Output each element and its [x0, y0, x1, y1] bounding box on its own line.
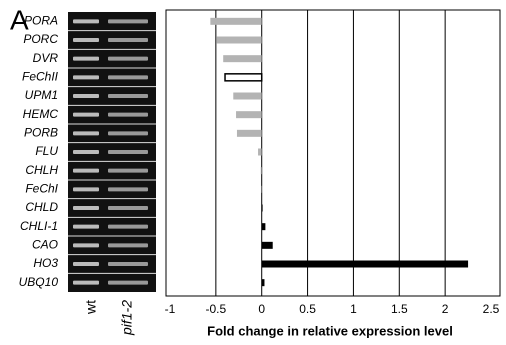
gene-label: DVR: [33, 51, 59, 65]
gel-band: [108, 150, 148, 154]
gene-label: UPM1: [25, 88, 58, 102]
gel-band: [108, 187, 148, 191]
gene-label: HO3: [33, 256, 58, 270]
bar: [262, 205, 263, 212]
gel-band: [108, 281, 148, 285]
bar: [262, 223, 266, 230]
gel-band: [108, 113, 148, 117]
bar: [262, 261, 468, 268]
bar: [237, 130, 262, 137]
gel-band: [73, 75, 99, 79]
gel-band: [73, 113, 99, 117]
bar: [258, 149, 262, 156]
gene-label: FeChI: [25, 182, 58, 196]
gene-label: FeChII: [22, 70, 59, 84]
gel-band: [73, 94, 99, 98]
gel-band: [108, 225, 148, 229]
gel-band: [108, 169, 148, 173]
gene-label: CHLH: [25, 163, 58, 177]
x-tick-label: 0.5: [299, 302, 316, 316]
bar: [210, 18, 261, 25]
gel-band: [108, 243, 148, 247]
gene-label: UBQ10: [19, 275, 59, 289]
gel-band: [73, 131, 99, 135]
bar: [223, 55, 262, 62]
x-tick-label: -0.5: [206, 302, 227, 316]
bar: [262, 242, 273, 249]
gel-band: [73, 169, 99, 173]
lane-label: wt: [83, 300, 99, 315]
gel-band: [108, 131, 148, 135]
bar: [217, 37, 262, 44]
bar: [225, 74, 262, 81]
gel-band: [73, 206, 99, 210]
gene-label: CHLI-1: [20, 219, 58, 233]
gel-band: [108, 75, 148, 79]
gel-band: [108, 38, 148, 42]
gene-label: CAO: [32, 238, 58, 252]
gel-band: [73, 57, 99, 61]
x-tick-label: 0: [258, 302, 265, 316]
gel-band: [108, 19, 148, 23]
gel-band: [73, 225, 99, 229]
gel-band: [108, 206, 148, 210]
x-tick-label: -1: [165, 302, 176, 316]
bar: [261, 167, 262, 174]
gene-label: PORB: [24, 126, 58, 140]
gel-band: [108, 262, 148, 266]
gel-band: [73, 262, 99, 266]
x-tick-label: 2: [442, 302, 449, 316]
bar: [236, 111, 262, 118]
bar: [233, 93, 261, 100]
x-tick-label: 1.5: [391, 302, 408, 316]
gene-label: PORA: [24, 14, 58, 28]
gene-label: PORC: [23, 32, 58, 46]
lane-label: pif1-2: [119, 300, 135, 336]
bar: [262, 186, 263, 193]
gel-band: [108, 94, 148, 98]
x-axis-label: Fold change in relative expression level: [207, 323, 453, 338]
gel-band: [73, 281, 99, 285]
gel-band: [73, 187, 99, 191]
x-tick-label: 2.5: [483, 302, 500, 316]
gene-label: HEMC: [23, 107, 59, 121]
figure: A Fold change in relative expression lev…: [0, 0, 506, 345]
gel-band: [108, 57, 148, 61]
gel-band: [73, 243, 99, 247]
x-tick-label: 1: [350, 302, 357, 316]
bar: [262, 279, 265, 286]
gene-label: FLU: [35, 144, 58, 158]
gel-band: [73, 38, 99, 42]
gel-band: [73, 19, 99, 23]
gene-label: CHLD: [25, 200, 58, 214]
gel-band: [73, 150, 99, 154]
